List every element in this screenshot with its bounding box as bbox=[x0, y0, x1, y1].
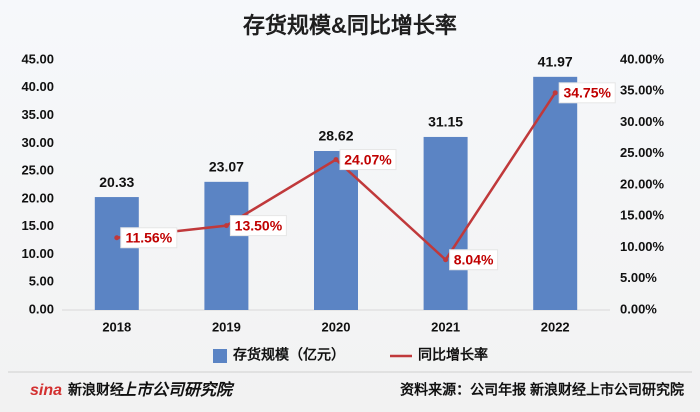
growth-point bbox=[443, 257, 449, 263]
x-tick-label: 2019 bbox=[212, 319, 241, 334]
growth-label-box bbox=[449, 249, 499, 271]
bar-value-label: 28.62 bbox=[318, 128, 353, 144]
bar-value-label: 31.15 bbox=[428, 114, 463, 130]
y-left-tick-label: 45.00 bbox=[21, 51, 54, 66]
y-left-tick-label: 20.00 bbox=[21, 190, 54, 205]
y-right-tick-label: 40.00% bbox=[620, 51, 665, 66]
growth-point bbox=[114, 235, 120, 241]
y-left-tick-label: 10.00 bbox=[21, 246, 54, 261]
x-tick-label: 2021 bbox=[431, 319, 460, 334]
growth-point bbox=[552, 90, 558, 96]
sina-logo: sina bbox=[30, 382, 62, 399]
legend-bar-label: 存货规模（亿元） bbox=[233, 347, 345, 363]
y-left-tick-label: 0.00 bbox=[29, 301, 54, 316]
growth-label: 8.04% bbox=[454, 251, 494, 267]
footer-source: 资料来源：公司年报 新浪财经上市公司研究院 bbox=[400, 382, 684, 398]
growth-point bbox=[333, 157, 339, 163]
y-left-tick-label: 25.00 bbox=[21, 163, 54, 178]
x-tick-label: 2022 bbox=[541, 319, 570, 334]
bar-value-label: 41.97 bbox=[538, 54, 573, 70]
growth-label-box bbox=[339, 149, 397, 171]
chart-title: 存货规模&同比增长率 bbox=[243, 13, 457, 38]
growth-label: 34.75% bbox=[563, 85, 611, 101]
growth-label: 13.50% bbox=[235, 217, 283, 233]
growth-label: 24.07% bbox=[344, 151, 392, 167]
y-left-tick-label: 30.00 bbox=[21, 135, 54, 150]
y-right-tick-label: 0.00% bbox=[620, 301, 657, 316]
bar bbox=[94, 197, 139, 310]
growth-label: 11.56% bbox=[125, 229, 172, 245]
footer-brand: 新浪财经 bbox=[68, 382, 124, 398]
y-right-tick-label: 20.00% bbox=[620, 176, 665, 191]
y-left-tick-label: 15.00 bbox=[21, 218, 54, 233]
y-right-tick-label: 35.00% bbox=[620, 83, 665, 98]
y-right-tick-label: 10.00% bbox=[620, 239, 665, 254]
bar bbox=[204, 181, 249, 310]
y-left-tick-label: 5.00 bbox=[29, 274, 54, 289]
footer-brand-sub: 上市公司研究院 bbox=[120, 381, 235, 399]
growth-label-box bbox=[120, 227, 178, 249]
x-tick-label: 2020 bbox=[322, 319, 351, 334]
x-tick-label: 2018 bbox=[102, 319, 131, 334]
bar-value-label: 23.07 bbox=[209, 159, 244, 175]
bar bbox=[423, 136, 468, 310]
growth-label-box bbox=[558, 82, 616, 104]
y-right-tick-label: 15.00% bbox=[620, 208, 665, 223]
legend-bar-swatch bbox=[213, 349, 227, 363]
y-left-tick-label: 40.00 bbox=[21, 79, 54, 94]
bar bbox=[533, 76, 578, 310]
y-left-tick-label: 35.00 bbox=[21, 107, 54, 122]
y-right-tick-label: 25.00% bbox=[620, 145, 665, 160]
bar bbox=[314, 151, 358, 310]
legend-line-label: 同比增长率 bbox=[418, 347, 488, 363]
y-right-tick-label: 30.00% bbox=[620, 114, 665, 129]
y-right-tick-label: 5.00% bbox=[620, 270, 657, 285]
growth-point bbox=[223, 223, 229, 229]
growth-label-box bbox=[229, 215, 287, 237]
bar-value-label: 20.33 bbox=[99, 174, 134, 190]
